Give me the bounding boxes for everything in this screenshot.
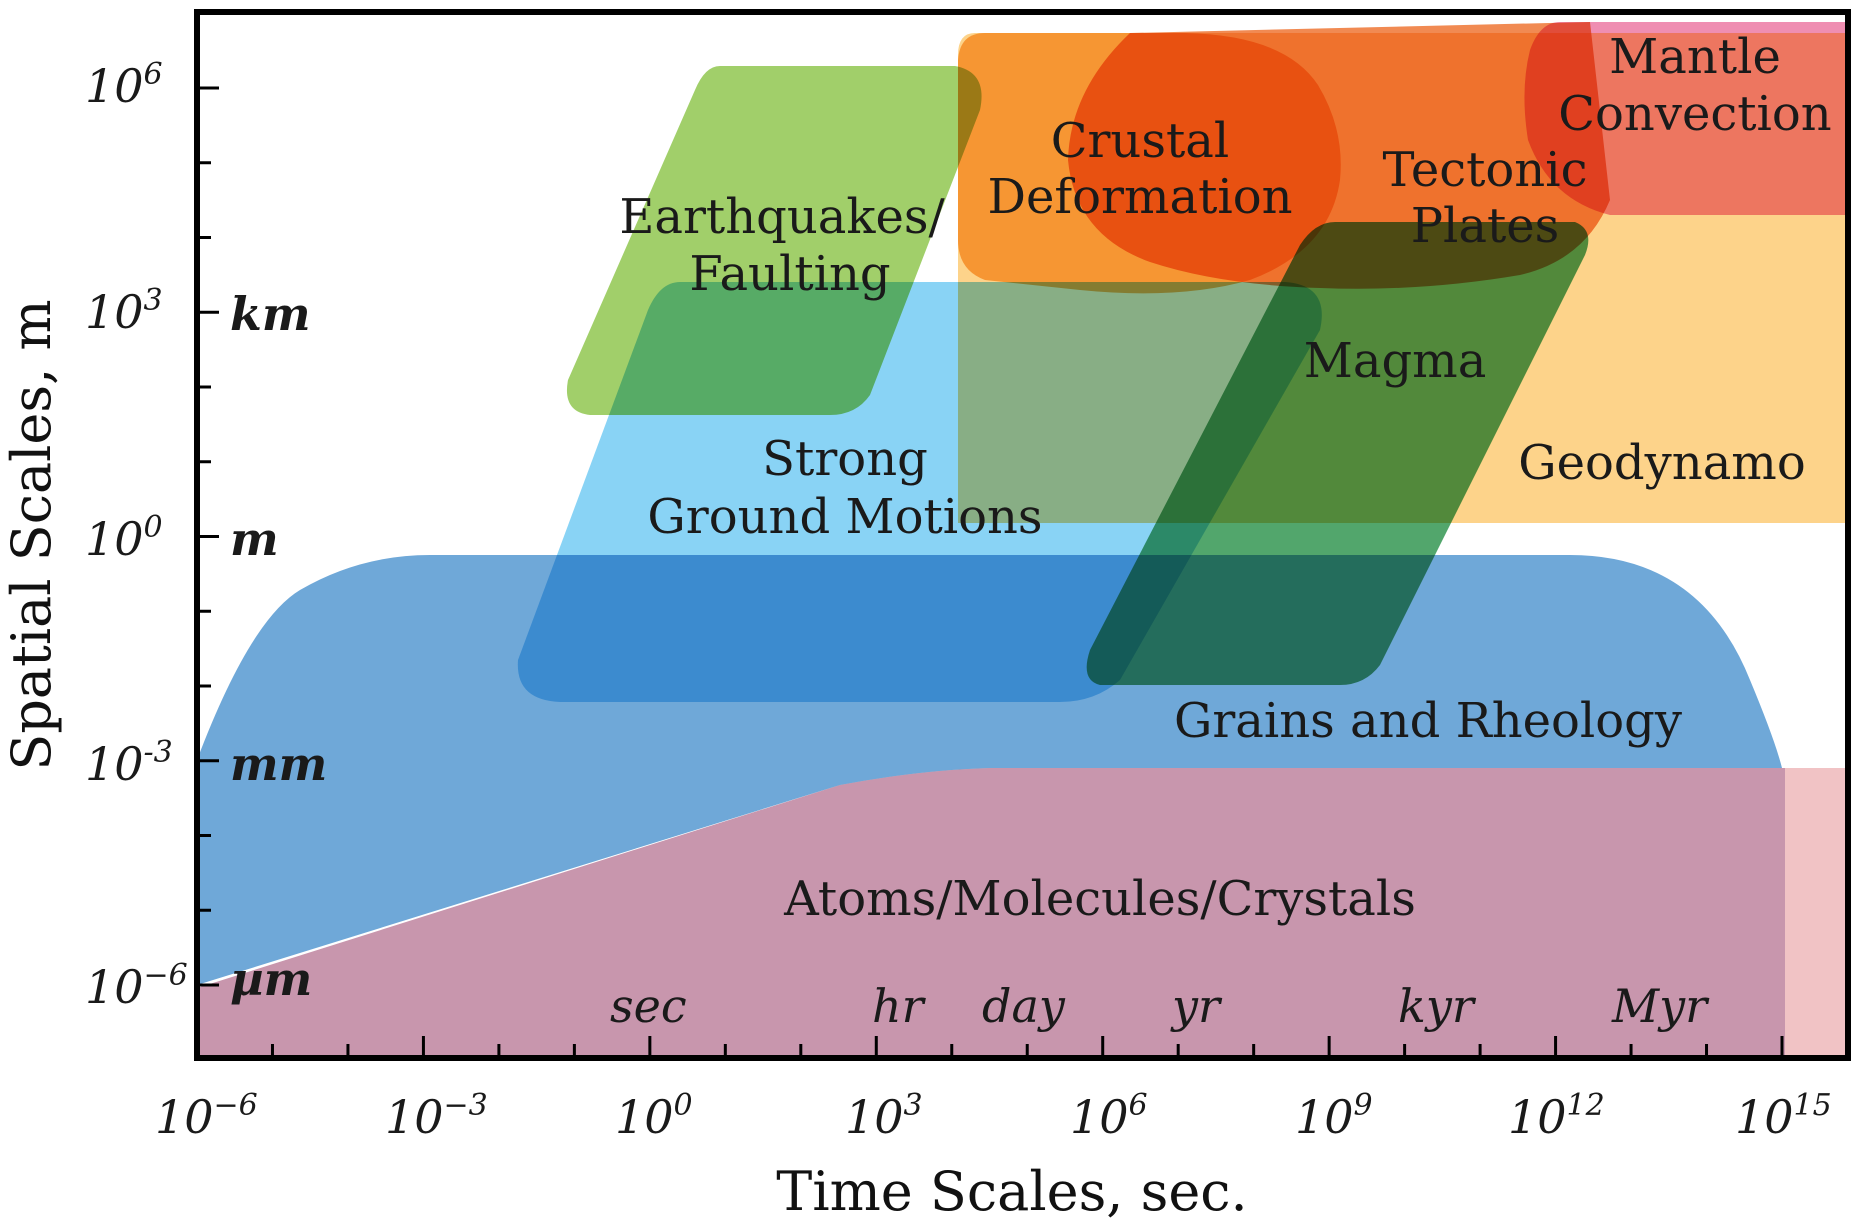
region-mantle xyxy=(1524,22,1848,215)
y-unit-mm: mm xyxy=(230,737,327,791)
label-tectonic: Plates xyxy=(1411,198,1560,254)
region-atoms-right-tint xyxy=(1785,768,1848,1058)
x-tick-label: 103 xyxy=(845,1088,923,1144)
label-tectonic: Tectonic xyxy=(1383,142,1588,198)
region-magma xyxy=(1086,222,1589,685)
x-unit-yr: yr xyxy=(1170,979,1223,1033)
regions-layer xyxy=(197,22,1848,1058)
x-tick-label: 109 xyxy=(1295,1088,1373,1144)
label-atoms: Atoms/Molecules/Crystals xyxy=(783,871,1416,927)
x-tick-labels: 10−6 10−3 100 103 106 109 1012 1015 xyxy=(155,1088,1832,1144)
y-unit-km: km xyxy=(230,287,311,341)
y-tick-label: 100 xyxy=(85,510,163,566)
x-unit-myr: Myr xyxy=(1611,979,1710,1033)
tick-marks xyxy=(195,86,1784,1058)
y-unit-um: µm xyxy=(230,952,312,1006)
y-axis-title: Spatial Scales, m xyxy=(0,299,63,770)
x-unit-labels: sec hr day yr kyr Myr xyxy=(610,979,1710,1033)
x-unit-sec: sec xyxy=(610,979,687,1033)
y-tick-label: 10−6 xyxy=(85,958,188,1014)
x-tick-label: 1015 xyxy=(1735,1088,1832,1144)
label-crustal: Crustal xyxy=(1051,113,1229,169)
y-tick-label: 10-3 xyxy=(85,735,173,791)
region-labels: Mantle Convection Crustal Deformation Te… xyxy=(619,29,1831,927)
x-tick-label: 100 xyxy=(615,1088,693,1144)
x-tick-label: 1012 xyxy=(1508,1088,1605,1144)
label-geodynamo: Geodynamo xyxy=(1518,435,1805,491)
label-crustal: Deformation xyxy=(987,169,1292,225)
label-mantle: Mantle xyxy=(1609,29,1781,85)
label-earthquakes: Earthquakes/ xyxy=(619,189,945,245)
y-unit-m: m xyxy=(230,512,279,566)
region-earthquakes xyxy=(566,66,982,415)
y-tick-label: 106 xyxy=(85,57,163,113)
y-tick-labels: 106 103 100 10-3 10−6 xyxy=(85,57,188,1014)
x-unit-day: day xyxy=(982,979,1066,1033)
y-unit-labels: km m mm µm xyxy=(230,287,327,1006)
label-earthquakes: Faulting xyxy=(689,246,890,302)
label-strong: Ground Motions xyxy=(647,489,1042,545)
label-magma: Magma xyxy=(1304,333,1487,389)
label-grains: Grains and Rheology xyxy=(1174,693,1682,749)
x-unit-hr: hr xyxy=(872,979,927,1033)
region-atoms xyxy=(197,768,1848,1058)
x-tick-label: 106 xyxy=(1070,1088,1148,1144)
label-strong: Strong xyxy=(762,431,928,487)
label-mantle: Convection xyxy=(1558,86,1831,142)
y-tick-label: 103 xyxy=(85,283,163,339)
x-tick-label: 10−6 xyxy=(155,1088,258,1144)
x-axis-title: Time Scales, sec. xyxy=(776,1160,1247,1223)
x-tick-label: 10−3 xyxy=(385,1088,488,1144)
x-unit-kyr: kyr xyxy=(1398,979,1477,1033)
